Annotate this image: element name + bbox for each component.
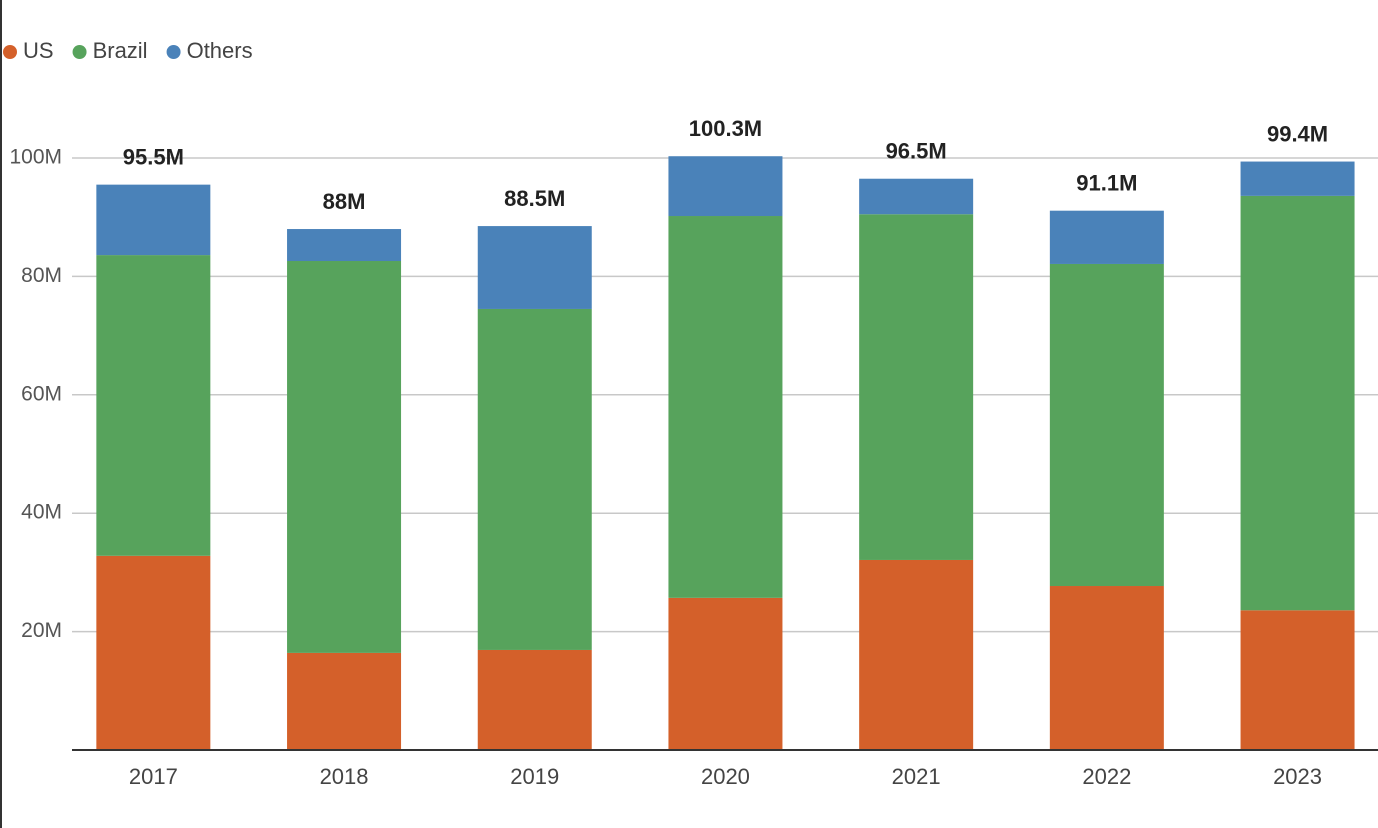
x-tick-label: 2019 xyxy=(510,764,559,789)
total-label: 99.4M xyxy=(1267,121,1328,146)
bar-segment xyxy=(477,308,592,650)
bar-segment xyxy=(668,597,783,750)
total-label: 91.1M xyxy=(1076,171,1137,196)
bar-segment xyxy=(859,178,974,215)
x-tick-label: 2022 xyxy=(1082,764,1131,789)
bar-segment xyxy=(1049,263,1164,587)
bar-segment xyxy=(287,261,402,653)
legend-marker xyxy=(3,45,17,59)
y-tick-label: 80M xyxy=(21,264,62,287)
bar-segment xyxy=(287,652,402,750)
bar-segment xyxy=(477,226,592,309)
x-tick-label: 2021 xyxy=(892,764,941,789)
legend-marker xyxy=(72,45,87,59)
legend-marker xyxy=(166,45,181,59)
y-tick-label: 100M xyxy=(9,146,62,169)
x-tick-label: 2023 xyxy=(1273,764,1322,789)
total-label: 95.5M xyxy=(123,144,184,169)
bar-segment xyxy=(1240,610,1355,750)
legend-label: Brazil xyxy=(93,38,148,63)
bar-segment xyxy=(859,559,974,750)
bar-segment xyxy=(287,229,402,262)
bar-segment xyxy=(668,156,783,217)
y-tick-label: 20M xyxy=(21,619,62,642)
bar-segment xyxy=(859,214,974,560)
bar-segment xyxy=(1240,161,1355,196)
y-tick-label: 60M xyxy=(21,382,62,405)
legend-label: Others xyxy=(187,38,253,63)
bar-segment xyxy=(1240,195,1355,611)
y-tick-label: 40M xyxy=(21,501,62,524)
total-label: 96.5M xyxy=(886,139,947,164)
bar-segment xyxy=(1049,210,1164,264)
bar-segment xyxy=(96,255,211,556)
x-tick-label: 2020 xyxy=(701,764,750,789)
bar-segment xyxy=(96,184,211,256)
bar-segment xyxy=(477,649,592,750)
legend-label: US xyxy=(23,38,54,63)
x-tick-label: 2018 xyxy=(320,764,369,789)
bar-segment xyxy=(1049,586,1164,750)
total-label: 88.5M xyxy=(504,186,565,211)
x-tick-label: 2017 xyxy=(129,764,178,789)
bar-segment xyxy=(96,555,211,750)
bar-segment xyxy=(668,216,783,598)
total-label: 88M xyxy=(323,189,366,214)
total-label: 100.3M xyxy=(689,116,762,141)
